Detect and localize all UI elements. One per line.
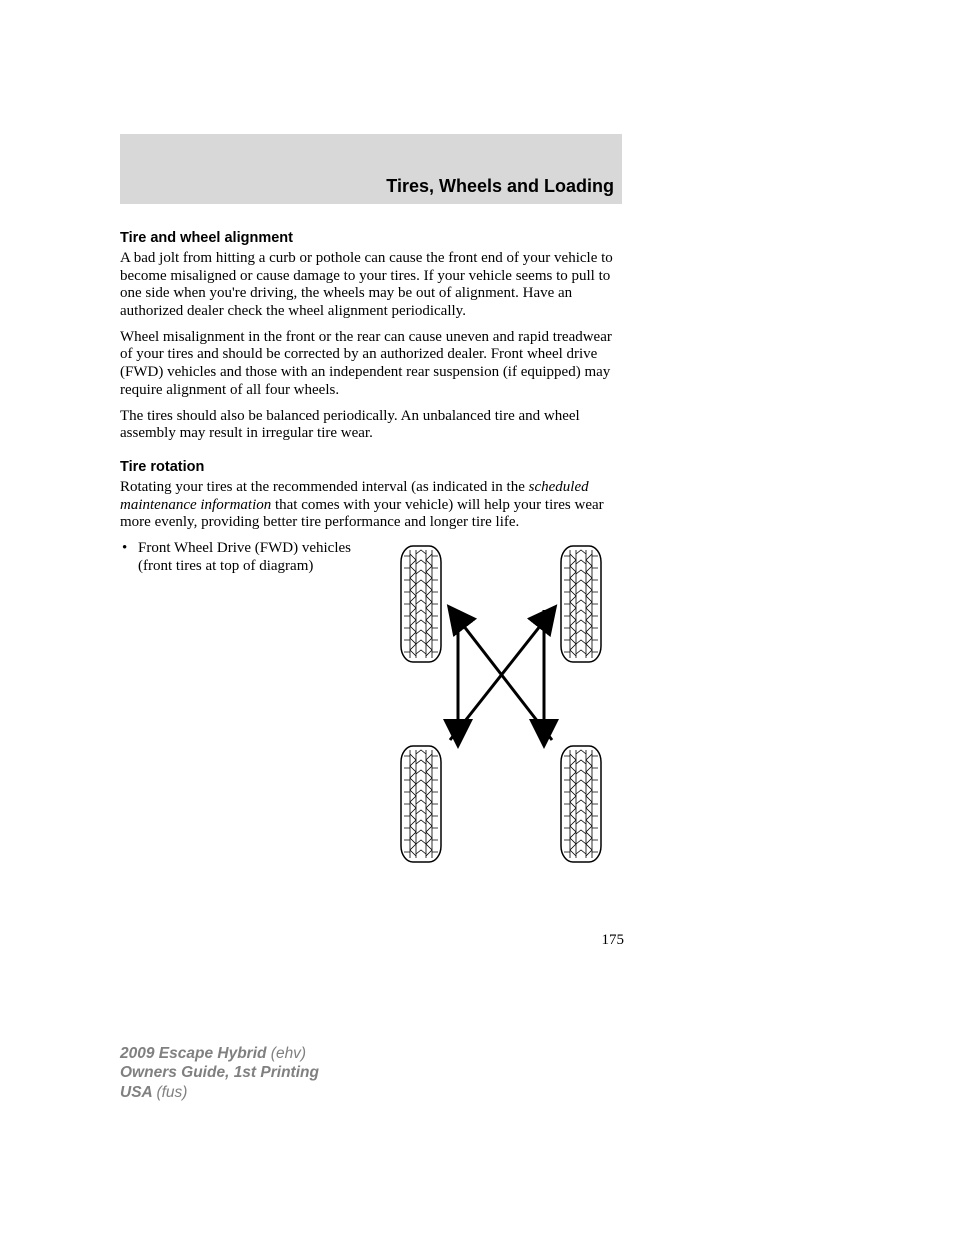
bullet-text: Front Wheel Drive (FWD) vehicles (front … [138,540,378,575]
footer-line1: 2009 Escape Hybrid (ehv) [120,1044,319,1063]
alignment-p1: A bad jolt from hitting a curb or pothol… [120,250,624,321]
page-title: Tires, Wheels and Loading [120,176,622,197]
footer-line3: USA (fus) [120,1083,319,1102]
diagram-svg [378,540,624,880]
footer-l1-bold: 2009 Escape Hybrid [120,1045,271,1062]
arrow-rr-to-fl [456,616,552,740]
alignment-p3: The tires should also be balanced period… [120,408,624,443]
tire-rear-left-icon [401,746,441,862]
tire-rear-right-icon [561,746,601,862]
content-area: Tire and wheel alignment A bad jolt from… [120,220,624,880]
footer-l1-light: (ehv) [271,1045,306,1062]
tire-rotation-diagram [378,540,624,880]
footer-l3-light: (fus) [156,1084,187,1101]
page-number: 175 [120,932,624,949]
footer-l3-bold: USA [120,1084,156,1101]
tire-front-right-icon [561,546,601,662]
bullet-row: • Front Wheel Drive (FWD) vehicles (fron… [120,540,624,880]
rotation-heading: Tire rotation [120,459,624,475]
bullet-marker: • [120,540,138,557]
footer-line2: Owners Guide, 1st Printing [120,1063,319,1082]
tire-front-left-icon [401,546,441,662]
alignment-heading: Tire and wheel alignment [120,230,624,246]
footer: 2009 Escape Hybrid (ehv) Owners Guide, 1… [120,1044,319,1102]
arrow-rl-to-fr [450,616,548,740]
rotation-p1a: Rotating your tires at the recommended i… [120,479,529,495]
alignment-p2: Wheel misalignment in the front or the r… [120,329,624,400]
rotation-p1: Rotating your tires at the recommended i… [120,479,624,532]
